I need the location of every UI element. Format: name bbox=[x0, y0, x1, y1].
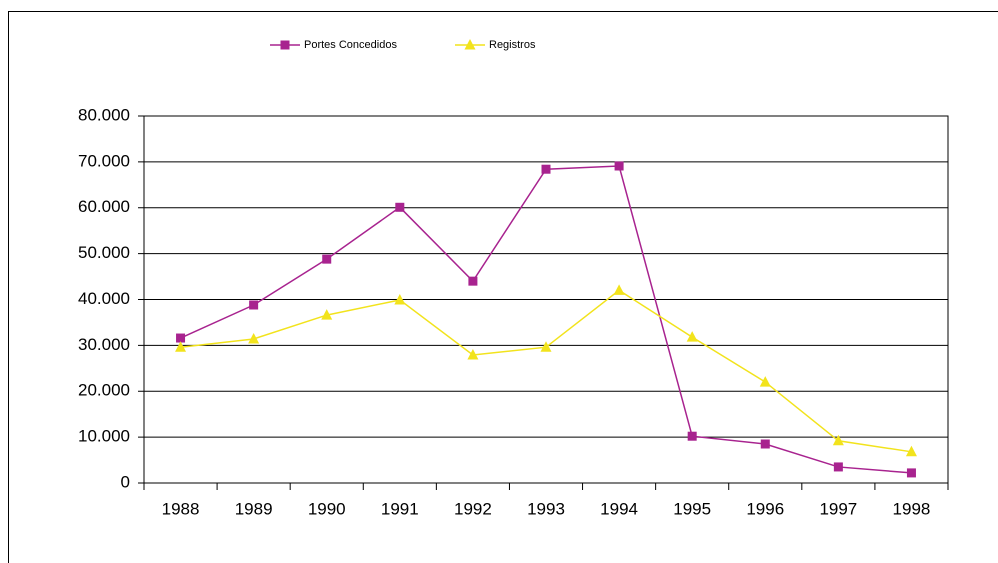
y-tick-label: 30.000 bbox=[78, 335, 130, 354]
data-point bbox=[760, 439, 770, 449]
data-point bbox=[906, 468, 916, 478]
data-point bbox=[832, 434, 844, 446]
data-point bbox=[833, 462, 843, 472]
y-tick-label: 50.000 bbox=[78, 243, 130, 262]
data-point bbox=[540, 341, 552, 352]
data-point bbox=[614, 161, 624, 171]
y-tick-label: 60.000 bbox=[78, 197, 130, 216]
data-point bbox=[687, 431, 697, 441]
legend-marker bbox=[280, 40, 290, 50]
y-tick-label: 70.000 bbox=[78, 151, 130, 170]
x-tick-label: 1998 bbox=[893, 499, 931, 518]
series-line bbox=[180, 289, 912, 453]
data-point bbox=[468, 276, 478, 286]
x-tick-label: 1993 bbox=[527, 499, 565, 518]
data-point bbox=[467, 349, 479, 360]
data-point bbox=[905, 445, 917, 457]
data-point bbox=[249, 300, 259, 310]
data-point bbox=[175, 341, 187, 352]
data-point bbox=[322, 254, 332, 264]
x-tick-label: 1988 bbox=[162, 499, 200, 518]
data-point bbox=[686, 331, 698, 342]
y-tick-label: 20.000 bbox=[78, 381, 130, 400]
x-tick-label: 1994 bbox=[600, 499, 638, 518]
legend-marker bbox=[464, 39, 476, 50]
plot-border bbox=[143, 115, 949, 484]
data-point bbox=[394, 293, 406, 305]
legend-label: Registros bbox=[489, 39, 536, 51]
x-tick-label: 1996 bbox=[746, 499, 784, 518]
series-line bbox=[180, 165, 912, 474]
y-tick-label: 0 bbox=[121, 472, 130, 491]
y-tick-label: 80.000 bbox=[78, 105, 130, 124]
data-point bbox=[541, 164, 551, 174]
x-tick-label: 1990 bbox=[308, 499, 346, 518]
y-tick-label: 40.000 bbox=[78, 289, 130, 308]
x-tick-label: 1989 bbox=[235, 499, 273, 518]
x-tick-label: 1991 bbox=[381, 499, 419, 518]
x-tick-label: 1997 bbox=[819, 499, 857, 518]
x-tick-label: 1992 bbox=[454, 499, 492, 518]
data-point bbox=[248, 332, 260, 344]
legend-label: Portes Concedidos bbox=[304, 39, 397, 51]
data-point bbox=[321, 309, 333, 320]
x-tick-label: 1995 bbox=[673, 499, 711, 518]
data-point bbox=[613, 284, 625, 295]
data-point bbox=[395, 202, 405, 212]
data-point bbox=[759, 376, 771, 387]
y-tick-label: 10.000 bbox=[78, 427, 130, 446]
data-point bbox=[176, 333, 186, 343]
